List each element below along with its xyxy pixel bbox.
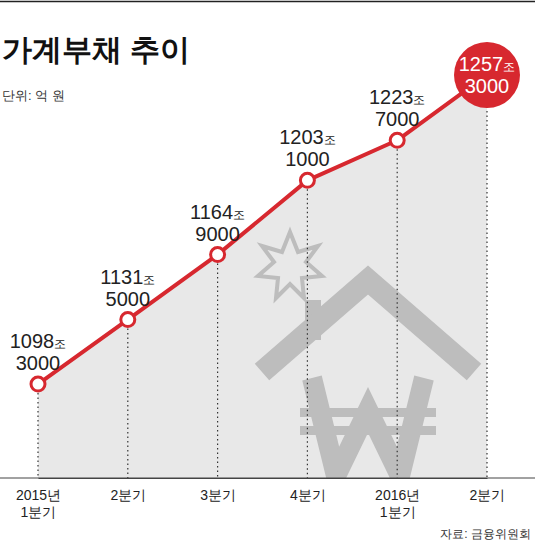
point (390, 133, 404, 147)
x-axis: 2015년1분기 2분기 3분기 4분기 2016년1분기 2분기 (16, 478, 505, 520)
data-label: 1164조9000 (190, 201, 245, 245)
decoration-won-bar (300, 426, 436, 435)
top-rule (0, 1, 535, 3)
x-tick-label: 2015년1분기 (16, 487, 61, 520)
drop-line (37, 384, 38, 478)
x-axis-line (39, 478, 488, 479)
data-label: 1098조3000 (10, 330, 67, 374)
x-tick: 2분기 (470, 478, 506, 503)
point (211, 248, 225, 262)
highlight-point (454, 42, 520, 108)
x-tick-label: 4분기 (290, 487, 326, 503)
drop-line (307, 180, 308, 478)
decoration-roof (262, 280, 474, 372)
chart-svg: 가계부채 추이단위: 억 원자료: 금융위원회 2015년1분기 2분기 3분기 4분기… (0, 0, 535, 544)
plot-area (31, 42, 520, 478)
data-label: 1131조5000 (100, 266, 155, 310)
x-tick: 3분기 (200, 478, 236, 503)
drop-line (397, 140, 398, 478)
point (300, 173, 314, 187)
x-tick: 2분기 (110, 478, 146, 503)
area (38, 75, 487, 478)
x-tick: 2015년1분기 (16, 478, 61, 520)
x-tick-label: 2분기 (470, 487, 506, 503)
line (38, 75, 487, 384)
decoration-won-bar (300, 408, 436, 417)
data-label: 1203조1000 (279, 126, 336, 170)
drop-line (127, 320, 128, 478)
chart-container: 가계부채 추이단위: 억 원자료: 금융위원회 2015년1분기 2분기 3분기 4분기… (0, 0, 535, 544)
decoration (258, 232, 474, 476)
decoration-burst (258, 232, 322, 298)
title: 가계부채 추이 (2, 33, 190, 66)
x-tick-label: 3분기 (200, 487, 236, 503)
data-label: 1223조7000 (369, 86, 426, 130)
x-tick: 4분기 (290, 478, 326, 503)
baseline (0, 478, 535, 479)
point (121, 313, 135, 327)
source: 자료: 금융위원회 (440, 527, 531, 541)
data-label: 1257조3000 (459, 53, 516, 97)
x-tick-label: 2분기 (110, 487, 146, 503)
x-tick-label: 2016년1분기 (375, 487, 420, 520)
drop-line (486, 75, 487, 478)
subtitle: 단위: 억 원 (2, 88, 65, 103)
x-tick: 2016년1분기 (375, 478, 420, 520)
point (31, 377, 45, 391)
drop-line (217, 255, 218, 478)
